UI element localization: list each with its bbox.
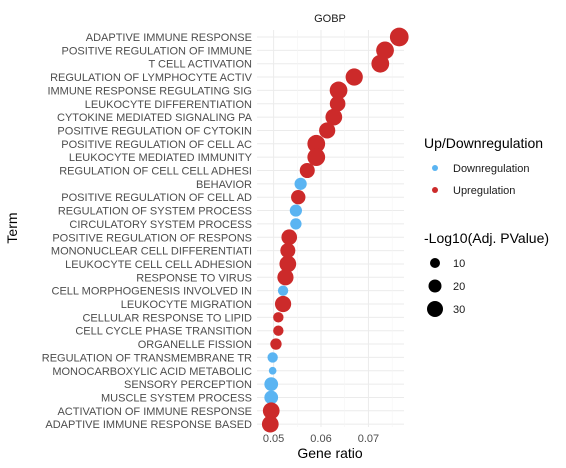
y-tick-label: MONOCARBOXYLIC ACID METABOLIC: [52, 366, 252, 378]
legend-upregulation-key: [432, 187, 438, 193]
y-tick-label: POSITIVE REGULATION OF CYTOKIN: [57, 125, 252, 137]
data-point: [389, 27, 409, 47]
size-legend-title: -Log10(Adj. PValue): [424, 230, 549, 246]
data-point: [264, 377, 279, 391]
y-tick-label: POSITIVE REGULATION OF RESPONS: [52, 232, 252, 244]
legend-upregulation-label: Upregulation: [453, 185, 515, 197]
data-point: [299, 162, 315, 179]
data-point: [274, 295, 292, 313]
y-tick-label: CELL CYCLE PHASE TRANSITION: [75, 326, 252, 338]
y-tick-label: CELL MORPHOGENESIS INVOLVED IN: [52, 286, 253, 298]
x-axis-title: Gene ratio: [297, 445, 363, 461]
data-point: [277, 285, 289, 296]
y-tick-label: MONONUCLEAR CELL DIFFERENTIATI: [51, 246, 252, 258]
data-point: [262, 402, 280, 420]
legend-downregulation-key: [432, 165, 438, 171]
y-tick-label: ADAPTIVE IMMUNE RESPONSE BASED: [45, 419, 252, 431]
color-legend: Up/Downregulation Downregulation Upregul…: [424, 135, 543, 197]
data-point: [281, 229, 298, 246]
data-point: [273, 325, 284, 336]
y-tick-label: REGULATION OF TRANSMEMBRANE TR: [42, 352, 252, 364]
y-tick-label: CYTOKINE MEDIATED SIGNALING PA: [57, 112, 253, 124]
y-tick-label: ADAPTIVE IMMUNE RESPONSE: [86, 32, 252, 44]
y-tick-label: REGULATION OF CELL CELL ADHESI: [59, 166, 252, 178]
data-point: [294, 177, 307, 190]
y-tick-label: POSITIVE REGULATION OF CELL AC: [61, 139, 252, 151]
y-tick-label: POSITIVE REGULATION OF CELL AD: [61, 192, 252, 204]
y-tick-label: LEUKOCYTE CELL CELL ADHESION: [65, 259, 252, 271]
y-tick-label: CELLULAR RESPONSE TO LIPID: [82, 312, 252, 324]
data-point: [261, 415, 279, 433]
y-tick-label: LEUKOCYTE MEDIATED IMMUNITY: [69, 152, 253, 164]
y-tick-label: SENSORY PERCEPTION: [124, 379, 252, 391]
size-legend-key-30: [427, 301, 443, 317]
x-tick-label: 0.05: [263, 433, 284, 445]
data-point: [307, 148, 326, 167]
y-tick-label: LEUKOCYTE DIFFERENTIATION: [85, 99, 252, 111]
data-point: [270, 338, 282, 350]
data-point: [264, 390, 279, 405]
size-legend-label-10: 10: [453, 258, 465, 270]
data-point: [345, 68, 363, 86]
plot-grid: [257, 30, 404, 427]
data-point: [267, 352, 278, 363]
y-axis-title: Term: [4, 212, 20, 243]
facet-label: GOBP: [314, 13, 346, 25]
y-tick-label: LEUKOCYTE MIGRATION: [121, 299, 252, 311]
y-tick-label: IMMUNE RESPONSE REGULATING SIG: [47, 85, 252, 97]
size-legend-label-20: 20: [453, 281, 465, 293]
y-tick-label: REGULATION OF SYSTEM PROCESS: [58, 206, 252, 218]
size-legend-label-30: 30: [453, 304, 465, 316]
y-tick-label: T CELL ACTIVATION: [148, 59, 252, 71]
x-tick-label: 0.06: [310, 433, 331, 445]
data-point: [277, 269, 294, 286]
y-tick-label: CIRCULATORY SYSTEM PROCESS: [69, 219, 252, 231]
y-tick-label: MUSCLE SYSTEM PROCESS: [101, 392, 252, 404]
data-point: [371, 54, 390, 73]
y-tick-label: POSITIVE REGULATION OF IMMUNE: [62, 45, 252, 57]
data-point: [268, 366, 277, 375]
legend-downregulation-label: Downregulation: [453, 163, 529, 175]
data-point: [307, 134, 326, 153]
data-point: [329, 81, 348, 100]
data-point: [291, 190, 306, 205]
data-point: [280, 243, 296, 259]
y-tick-label: ACTIVATION OF IMMUNE RESPONSE: [57, 406, 252, 418]
y-tick-label: RESPONSE TO VIRUS: [136, 272, 252, 284]
size-legend-key-20: [428, 279, 442, 293]
size-legend-key-10: [430, 258, 440, 268]
y-tick-label: ORGANELLE FISSION: [138, 339, 252, 351]
data-point: [279, 255, 297, 273]
y-tick-label: REGULATION OF LYMPHOCYTE ACTIV: [50, 72, 253, 84]
x-tick-label: 0.07: [358, 433, 379, 445]
data-point: [273, 312, 284, 323]
x-tick-labels: 0.05 0.06 0.07: [263, 433, 379, 445]
data-point: [376, 41, 394, 60]
data-point: [319, 122, 336, 139]
data-point: [290, 218, 302, 230]
plot-points: [261, 27, 409, 433]
data-point: [329, 95, 346, 112]
size-legend: -Log10(Adj. PValue) 10 20 30: [424, 230, 549, 317]
y-tick-label: BEHAVIOR: [196, 179, 252, 191]
data-point: [289, 204, 302, 217]
data-point: [325, 108, 343, 126]
color-legend-title: Up/Downregulation: [424, 135, 543, 151]
